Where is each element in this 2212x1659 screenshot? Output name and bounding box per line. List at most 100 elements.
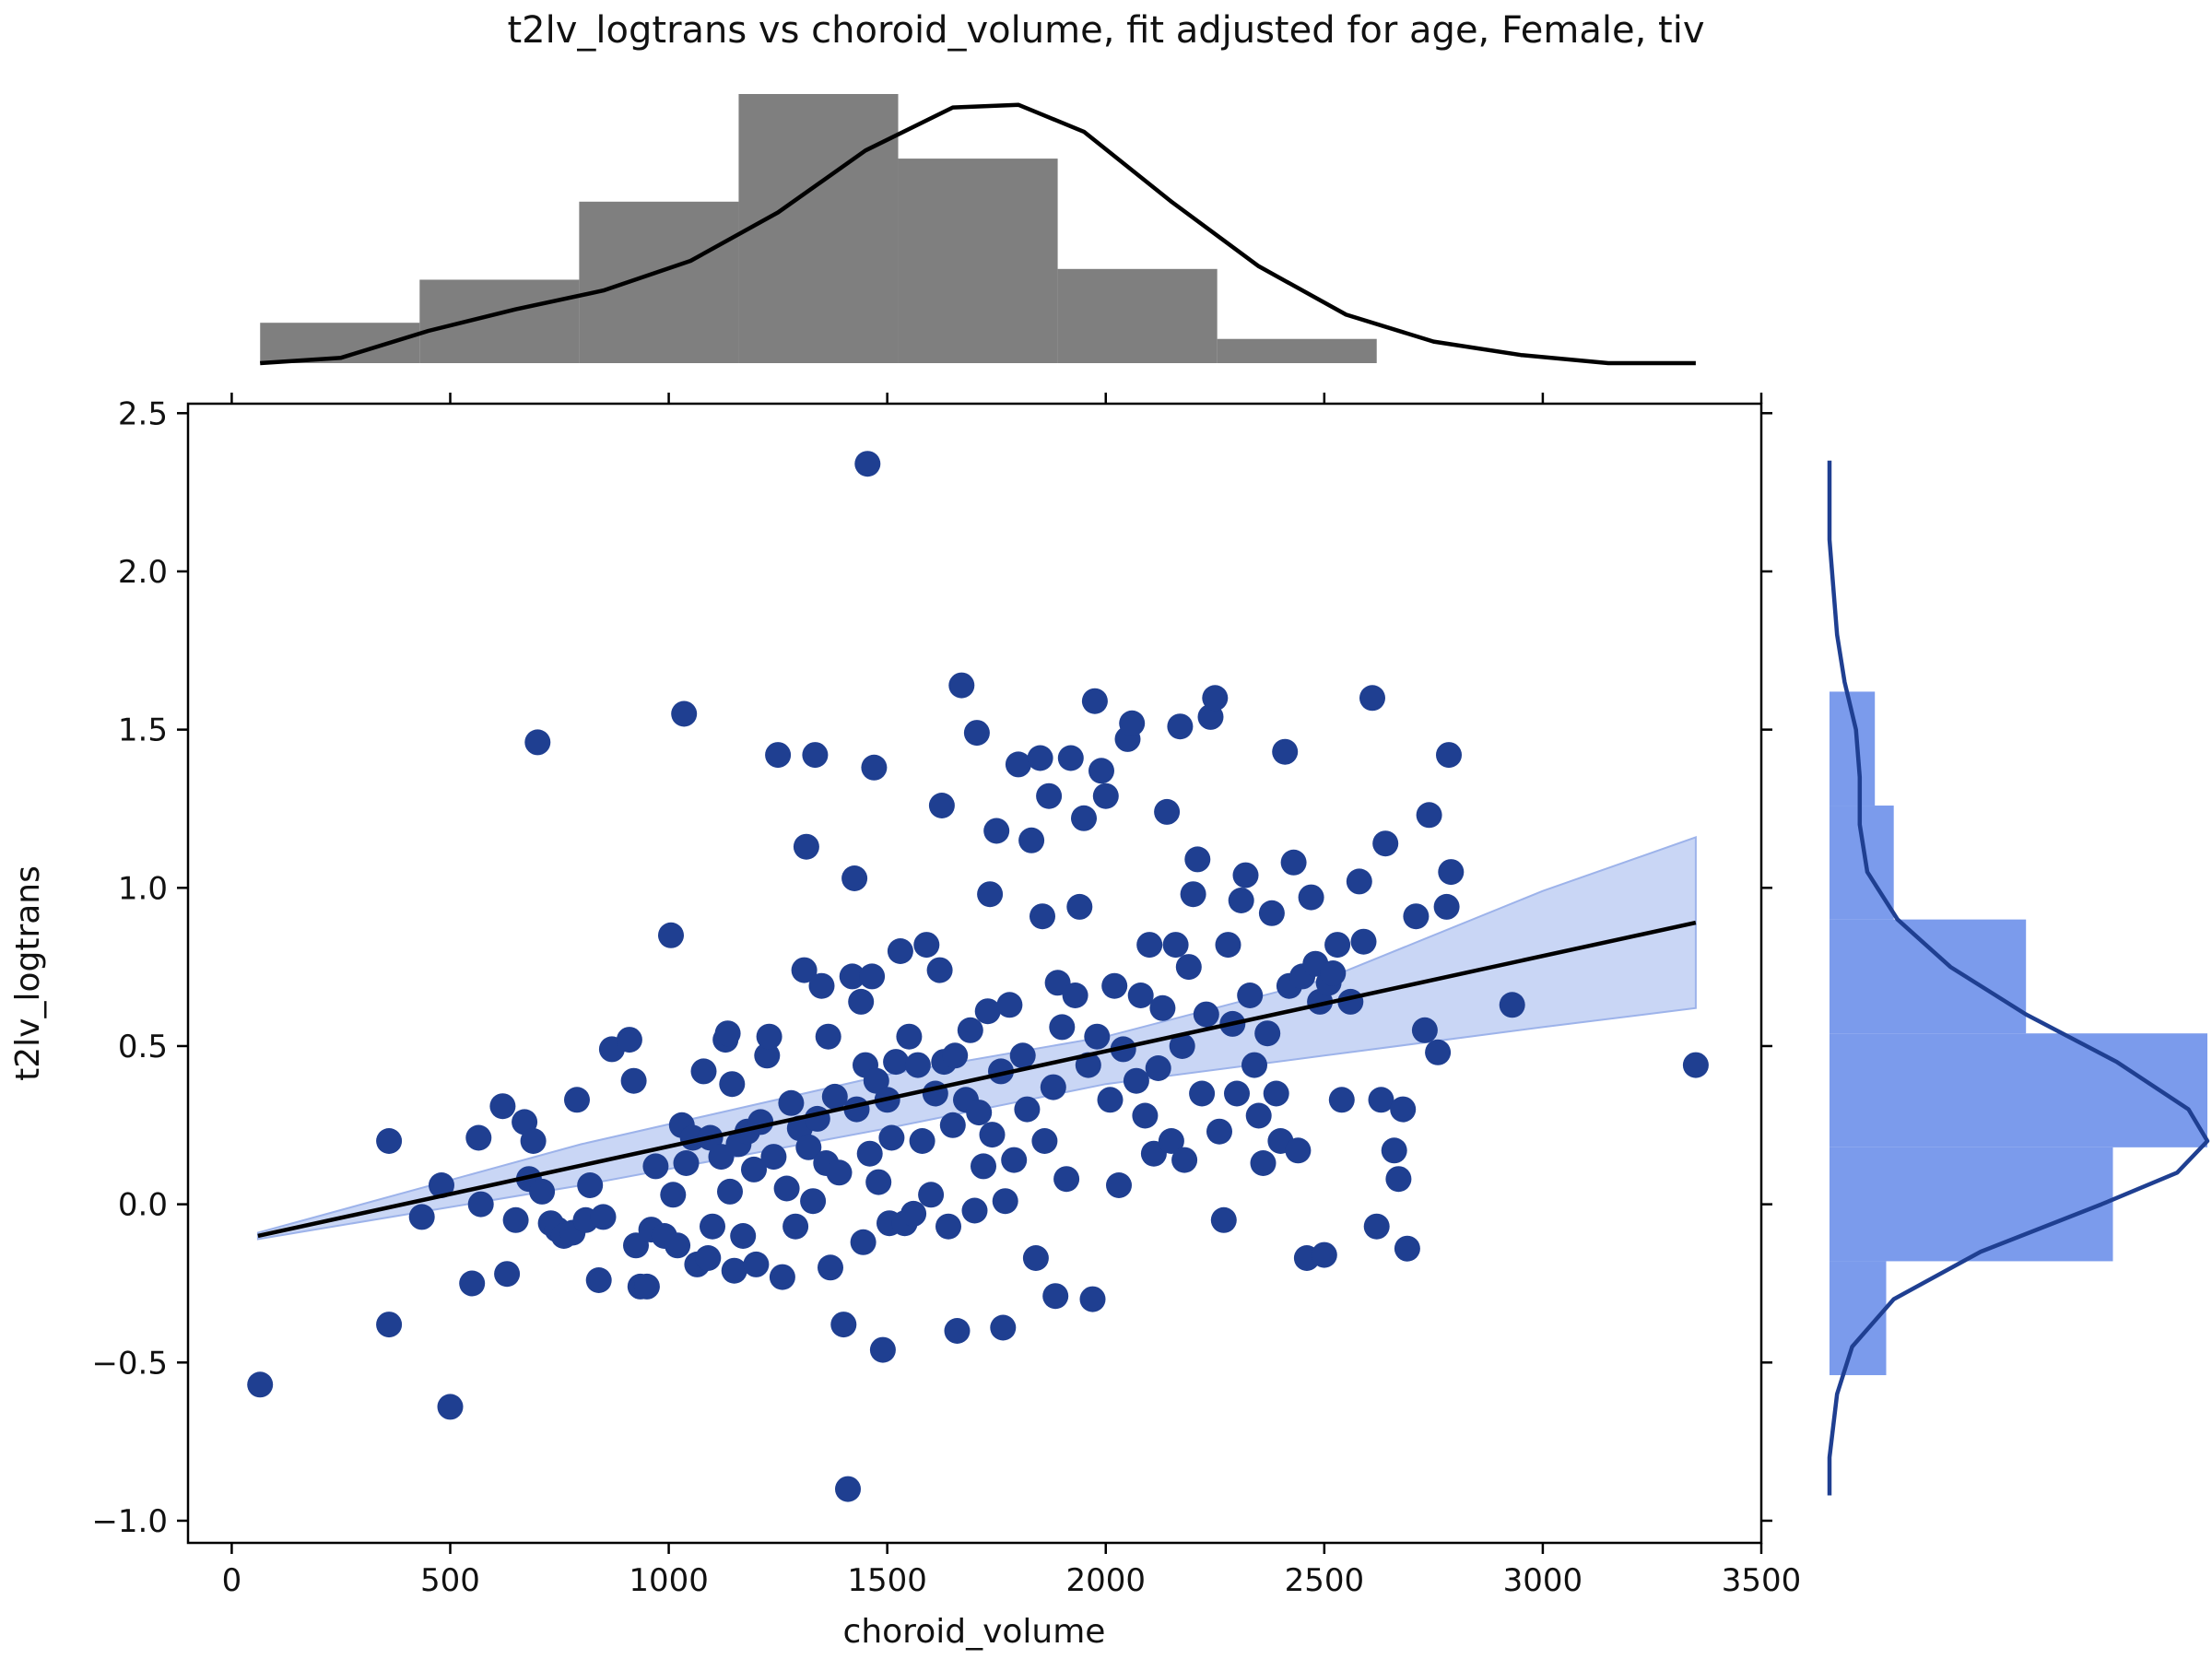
scatter-point xyxy=(1075,1052,1101,1078)
scatter-point xyxy=(1171,1147,1198,1173)
scatter-point xyxy=(529,1178,556,1205)
scatter-point xyxy=(802,742,829,769)
scatter-point xyxy=(861,754,888,781)
right-histogram-bar xyxy=(1830,919,2027,1034)
scatter-point xyxy=(963,720,990,747)
scatter-point xyxy=(1101,972,1128,999)
plot-frame xyxy=(186,402,1763,1545)
scatter-point xyxy=(1030,903,1055,930)
scatter-point xyxy=(1215,932,1241,959)
scatter-point xyxy=(1346,868,1372,895)
scatter-point xyxy=(1254,1020,1281,1047)
scatter-point xyxy=(856,1140,883,1167)
scatter-point xyxy=(658,922,684,948)
scatter-point xyxy=(830,1312,857,1338)
scatter-point xyxy=(818,1254,843,1281)
scatter-point xyxy=(1053,1166,1080,1193)
y-tick-label: 2.0 xyxy=(118,554,168,591)
scatter-point xyxy=(909,1128,935,1154)
scatter-point xyxy=(247,1371,274,1398)
scatter-point xyxy=(996,992,1023,1018)
scatter-point xyxy=(848,988,875,1015)
scatter-point xyxy=(700,1213,725,1240)
top-histogram-bar xyxy=(898,159,1058,363)
scatter-point xyxy=(465,1124,492,1151)
scatter-point xyxy=(800,1188,827,1215)
scatter-point xyxy=(747,1109,774,1135)
scatter-point xyxy=(1241,1052,1267,1078)
scatter-point xyxy=(1005,751,1031,778)
scatter-point xyxy=(620,1067,647,1094)
scatter-point xyxy=(1499,992,1525,1018)
scatter-point xyxy=(904,1052,931,1078)
scatter-point xyxy=(935,1213,961,1240)
scatter-point xyxy=(983,818,1010,844)
scatter-point xyxy=(948,672,975,699)
x-axis-label: choroid_volume xyxy=(843,1613,1106,1651)
scatter-point xyxy=(1036,782,1063,809)
scatter-point xyxy=(494,1261,521,1288)
top-marginal-histogram xyxy=(260,94,1696,366)
scatter-point xyxy=(793,833,819,860)
scatter-point xyxy=(863,1067,889,1094)
scatter-point xyxy=(979,1122,1006,1148)
scatter-point xyxy=(564,1087,590,1113)
scatter-point xyxy=(1206,1118,1232,1145)
scatter-point xyxy=(1298,884,1324,911)
scatter-point xyxy=(743,1251,770,1277)
scatter-point xyxy=(1022,1245,1049,1271)
scatter-point xyxy=(1390,1096,1417,1123)
scatter-point xyxy=(690,1058,717,1085)
scatter-point xyxy=(1001,1147,1028,1173)
scatter-point xyxy=(974,998,1001,1025)
scatter-point xyxy=(719,1071,746,1098)
scatter-point xyxy=(1328,1087,1355,1113)
x-tick-label: 1000 xyxy=(629,1562,709,1599)
scatter-point xyxy=(1106,1172,1132,1198)
scatter-point xyxy=(730,1223,757,1249)
scatter-point xyxy=(990,1314,1017,1341)
scatter-point xyxy=(741,1156,767,1182)
top-histogram-bar xyxy=(1217,338,1377,363)
scatter-point xyxy=(869,1336,896,1363)
scatter-point xyxy=(467,1191,494,1218)
scatter-point xyxy=(489,1093,516,1120)
scatter-point xyxy=(695,1245,722,1271)
scatter-point xyxy=(1180,881,1206,908)
scatter-point xyxy=(642,1153,669,1180)
fit-line-layer xyxy=(257,920,1697,1239)
scatter-point xyxy=(854,451,881,477)
scatter-point xyxy=(1285,1137,1312,1164)
right-histogram-bar xyxy=(1830,1147,2113,1262)
scatter-point xyxy=(577,1172,604,1198)
scatter-point xyxy=(437,1394,464,1420)
scatter-point xyxy=(408,1204,435,1230)
scatter-point xyxy=(1057,745,1084,771)
x-tick-label: 2000 xyxy=(1065,1562,1146,1599)
scatter-point xyxy=(928,793,955,818)
scatter-point xyxy=(1311,1241,1337,1268)
scatter-point xyxy=(1232,862,1259,888)
scatter-point xyxy=(1092,782,1119,809)
right-kde-curve xyxy=(1827,460,2210,1496)
scatter-point xyxy=(1385,1166,1412,1193)
scatter-point xyxy=(1027,745,1053,771)
scatter-point xyxy=(1184,846,1211,873)
y-tick-label: 2.5 xyxy=(118,395,168,432)
scatter-point xyxy=(1081,688,1108,714)
y-tick-label: 1.0 xyxy=(118,870,168,907)
scatter-point xyxy=(1682,1052,1709,1078)
scatter-point xyxy=(1363,1213,1390,1240)
scatter-point xyxy=(524,729,551,756)
scatter-point xyxy=(1154,798,1181,825)
top-histogram-bar xyxy=(579,201,739,363)
scatter-point xyxy=(971,1153,996,1180)
scatter-point xyxy=(1320,960,1347,986)
scatter-point xyxy=(988,1058,1014,1085)
scatter-point xyxy=(754,1042,781,1069)
scatter-point xyxy=(926,957,953,983)
scatter-point xyxy=(992,1188,1018,1215)
scatter-point xyxy=(1280,849,1307,876)
scatter-point xyxy=(1097,1087,1124,1113)
scatter-point xyxy=(804,1105,830,1132)
